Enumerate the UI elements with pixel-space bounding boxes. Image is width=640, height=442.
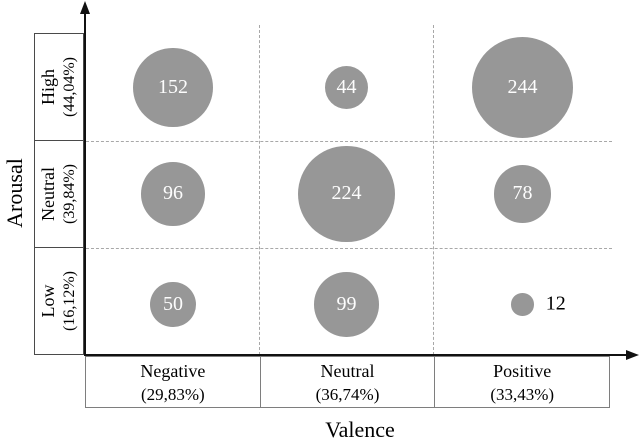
y-axis-title: Arousal (2, 158, 27, 228)
x-axis-title: Valence (325, 417, 395, 442)
bubble-value-label: 99 (336, 292, 357, 315)
x-axis-category-boxes: Negative (29,83%) Neutral (36,74%) Posit… (85, 356, 610, 408)
bubble-positive-high: 244 (471, 36, 574, 139)
x-axis-line (84, 354, 628, 356)
x-category-label: Neutral (320, 361, 375, 381)
y-category-label: High (38, 69, 58, 106)
bubble-negative-neutral: 96 (141, 162, 205, 226)
bubble-value-label: 244 (507, 75, 538, 98)
grid-line-horizontal-1 (86, 141, 612, 142)
bubble-neutral-low: 99 (314, 272, 379, 337)
bubble-value-label: 152 (157, 75, 188, 98)
y-category-high: High (44,04%) (35, 34, 83, 140)
bubble-negative-high: 152 (133, 47, 213, 128)
bubble-value-label: 44 (336, 75, 357, 98)
bubble-positive-neutral: 78 (493, 165, 552, 223)
bubble-negative-low: 50 (150, 281, 196, 328)
x-category-percent: (33,43%) (490, 385, 555, 404)
y-category-neutral: Neutral (39,84%) (35, 140, 83, 247)
y-category-low: Low (16,12%) (35, 247, 83, 354)
y-axis-arrow-icon (80, 1, 90, 14)
grid-line-vertical-1 (259, 25, 260, 355)
x-category-label: Negative (140, 361, 206, 381)
grid-line-vertical-2 (433, 25, 434, 355)
bubble-value-label: 12 (545, 292, 566, 315)
x-category-positive: Positive (33,43%) (434, 357, 609, 407)
bubble-value-label: 50 (162, 292, 183, 315)
bubble-neutral-neutral: 224 (298, 145, 395, 243)
y-category-percent: (39,84%) (61, 164, 78, 224)
bubble-positive-low (511, 293, 534, 316)
x-category-negative: Negative (29,83%) (86, 357, 260, 407)
x-category-neutral: Neutral (36,74%) (259, 357, 435, 407)
bubble-value-label: 96 (162, 182, 183, 205)
bubble-value-label: 78 (512, 182, 533, 205)
x-category-percent: (29,83%) (140, 385, 205, 404)
grid-line-horizontal-2 (86, 248, 612, 249)
x-category-percent: (36,74%) (315, 385, 380, 404)
y-axis-line (84, 4, 86, 356)
x-category-label: Positive (493, 361, 552, 381)
y-category-label: Neutral (38, 167, 58, 221)
y-axis-category-boxes: High (44,04%) Neutral (39,84%) Low (16,1… (34, 33, 84, 355)
y-category-percent: (16,12%) (61, 271, 78, 331)
bubble-neutral-high: 44 (325, 66, 368, 109)
x-axis-arrow-icon (626, 350, 639, 360)
y-category-percent: (44,04%) (61, 57, 78, 117)
y-category-label: Low (38, 284, 58, 318)
bubble-value-label: 224 (331, 182, 362, 205)
